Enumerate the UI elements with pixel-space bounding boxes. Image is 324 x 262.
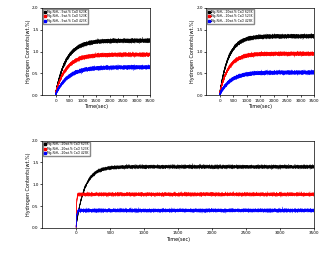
Legend: Mg₂NiHₓ -10wt.% CaO 623K, Mg₂NiHₓ -10wt.% CaO 523K, Mg₂NiHₓ -10wt.% CaO 423K: Mg₂NiHₓ -10wt.% CaO 623K, Mg₂NiHₓ -10wt.… <box>207 9 254 24</box>
Legend: Mg₂NiHₓ -20wt.% CaO 623K, Mg₂NiHₓ -20wt.% CaO 523K, Mg₂NiHₓ -20wt.% CaO 423K: Mg₂NiHₓ -20wt.% CaO 623K, Mg₂NiHₓ -20wt.… <box>43 141 90 156</box>
Legend: Mg₂NiHₓ -5wt.% CaO 623K, Mg₂NiHₓ -5wt.% CaO 523K, Mg₂NiHₓ -5wt.% CaO 423K: Mg₂NiHₓ -5wt.% CaO 623K, Mg₂NiHₓ -5wt.% … <box>43 9 88 24</box>
Y-axis label: Hydrogen Contents(wt.%): Hydrogen Contents(wt.%) <box>26 152 31 216</box>
Y-axis label: Hydrogen Contents(wt.%): Hydrogen Contents(wt.%) <box>190 20 195 83</box>
X-axis label: Time(sec): Time(sec) <box>166 237 190 242</box>
Y-axis label: Hydrogen Contents(wt.%): Hydrogen Contents(wt.%) <box>26 20 31 83</box>
X-axis label: Time(sec): Time(sec) <box>84 104 108 109</box>
X-axis label: Time(sec): Time(sec) <box>248 104 272 109</box>
